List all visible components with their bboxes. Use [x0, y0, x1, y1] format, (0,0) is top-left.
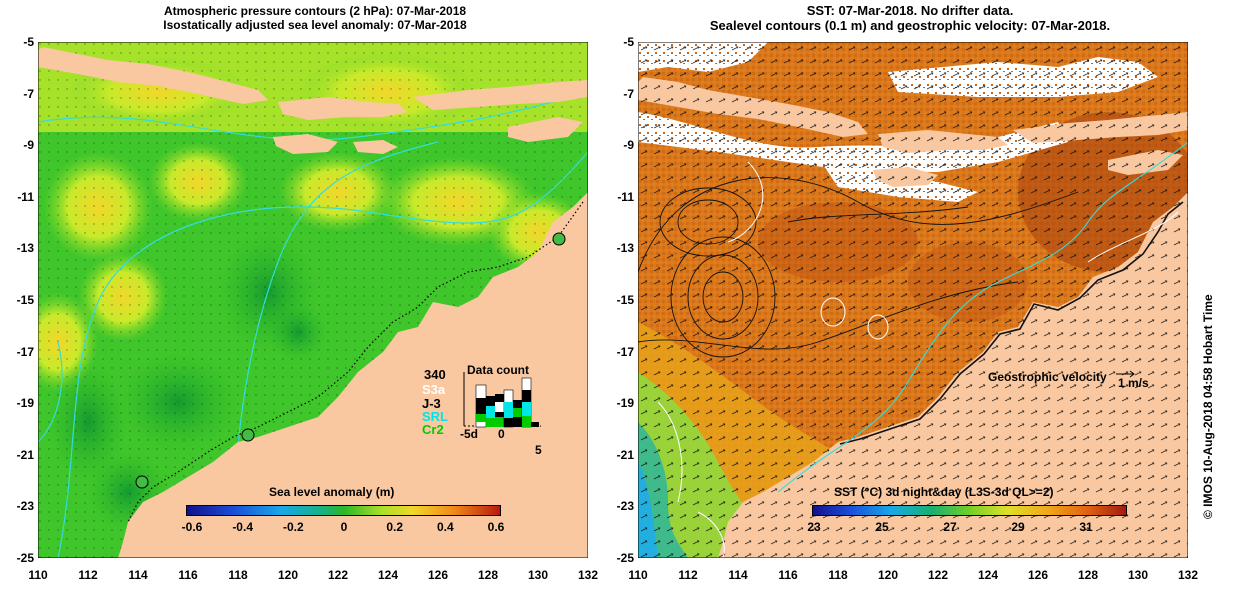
- sst-tick-0: 23: [807, 520, 821, 534]
- sst-tick-3: 29: [1011, 520, 1025, 534]
- sst-tick-4: 31: [1079, 520, 1093, 534]
- right-lat-tick-3: -11: [617, 189, 634, 204]
- sst-colorbar: [812, 505, 1127, 516]
- imos-credit: © IMOS 10-Aug-2018 04:58 Hobart Time: [1201, 294, 1215, 519]
- left-lat-tick-1: -7: [23, 86, 34, 101]
- data-count-max-label: 340: [424, 367, 446, 382]
- mission-label-j3: J-3: [422, 396, 441, 411]
- right-lon-tick-0: 110: [628, 568, 648, 582]
- velocity-label: Geostrophic velocity: [988, 370, 1107, 384]
- left-lat-tick-9: -23: [16, 499, 34, 514]
- right-lon-tick-8: 126: [1027, 568, 1049, 582]
- left-lon-tick-9: 128: [477, 568, 499, 582]
- sst-tick-1: 25: [875, 520, 889, 534]
- sea-level-anomaly-map: Data count -5d 0 5: [38, 42, 588, 558]
- right-lat-tick-7: -19: [616, 396, 634, 411]
- sla-tick-3: 0: [340, 520, 348, 534]
- left-lon-tick-0: 110: [28, 568, 48, 582]
- right-lon-tick-6: 122: [927, 568, 949, 582]
- right-lon-tick-9: 128: [1077, 568, 1099, 582]
- velocity-scale-label: 1 m/s: [1118, 376, 1149, 390]
- left-lon-tick-6: 122: [327, 568, 349, 582]
- left-lon-tick-8: 126: [427, 568, 449, 582]
- left-lon-tick-1: 112: [78, 568, 98, 582]
- left-lat-tick-2: -9: [23, 138, 34, 153]
- data-count-tick-5: 5: [535, 443, 542, 457]
- left-lon-tick-3: 116: [178, 568, 198, 582]
- data-count-tick-minus5: -5d: [460, 427, 478, 441]
- mission-label-srl: SRL: [422, 409, 448, 424]
- left-title-line1: Atmospheric pressure contours (2 hPa): 0…: [163, 4, 467, 18]
- sla-tick-4: 0.2: [386, 520, 403, 534]
- sla-colorbar: [186, 505, 501, 516]
- data-count-tick-0: 0: [498, 427, 505, 441]
- right-lat-tick-4: -13: [616, 241, 634, 256]
- right-title-line2: Sealevel contours (0.1 m) and geostrophi…: [709, 18, 1111, 33]
- mission-label-s3a: S3a: [422, 382, 446, 397]
- right-lat-tick-8: -21: [616, 447, 634, 462]
- right-lon-tick-5: 120: [877, 568, 899, 582]
- right-lat-tick-0: -5: [623, 35, 634, 49]
- left-lon-tick-10: 130: [527, 568, 549, 582]
- right-lon-tick-11: 132: [1177, 568, 1199, 582]
- sla-tick-1: -0.4: [232, 520, 253, 534]
- left-title: Atmospheric pressure contours (2 hPa): 0…: [150, 4, 480, 32]
- left-lon-tick-5: 120: [277, 568, 299, 582]
- left-title-line2: Isostatically adjusted sea level anomaly…: [163, 18, 467, 32]
- right-lat-tick-10: -25: [616, 551, 634, 565]
- right-lat-tick-5: -15: [616, 293, 634, 307]
- left-lon-tick-11: 132: [577, 568, 599, 582]
- left-lon-tick-2: 114: [128, 568, 148, 582]
- sla-tick-2: -0.2: [282, 520, 304, 534]
- sst-colorbar-title: SST (°C) 3d night&day (L3S-3d QL>=2): [834, 485, 1054, 499]
- left-lat-tick-7: -19: [16, 396, 34, 411]
- left-lat-tick-6: -17: [16, 344, 34, 359]
- right-lon-tick-3: 116: [778, 568, 798, 582]
- right-lon-tick-4: 118: [828, 568, 848, 582]
- right-lat-tick-1: -7: [623, 86, 634, 101]
- right-lat-tick-9: -23: [616, 499, 634, 514]
- left-lon-tick-7: 124: [377, 568, 399, 582]
- mission-label-cr2: Cr2: [422, 422, 444, 437]
- left-lon-tick-4: 118: [228, 568, 248, 582]
- data-count-inset: Data count -5d 0 5: [460, 363, 542, 457]
- right-lon-tick-7: 124: [977, 568, 999, 582]
- left-lat-tick-4: -13: [16, 241, 34, 256]
- right-lon-tick-1: 112: [678, 568, 698, 582]
- right-lat-tick-6: -17: [616, 344, 634, 359]
- sla-tick-6: 0.6: [487, 520, 505, 534]
- sst-map: [638, 42, 1188, 558]
- sla-tick-0: -0.6: [181, 520, 203, 534]
- right-title-line1: SST: 07-Mar-2018. No drifter data.: [806, 3, 1014, 18]
- sla-tick-5: 0.4: [436, 520, 454, 534]
- left-lat-tick-8: -21: [16, 447, 34, 462]
- left-lat-tick-5: -15: [16, 293, 34, 307]
- right-lat-tick-2: -9: [623, 138, 634, 153]
- data-count-title: Data count: [467, 363, 529, 377]
- left-lat-tick-10: -25: [16, 551, 34, 565]
- left-lat-tick-3: -11: [17, 189, 34, 204]
- right-title: SST: 07-Mar-2018. No drifter data. Seale…: [660, 3, 1160, 33]
- sla-colorbar-title: Sea level anomaly (m): [269, 485, 395, 499]
- right-lon-tick-10: 130: [1127, 568, 1149, 582]
- right-lon-tick-2: 114: [728, 568, 748, 582]
- left-lat-tick-0: -5: [23, 35, 34, 49]
- sst-tick-2: 27: [943, 520, 957, 534]
